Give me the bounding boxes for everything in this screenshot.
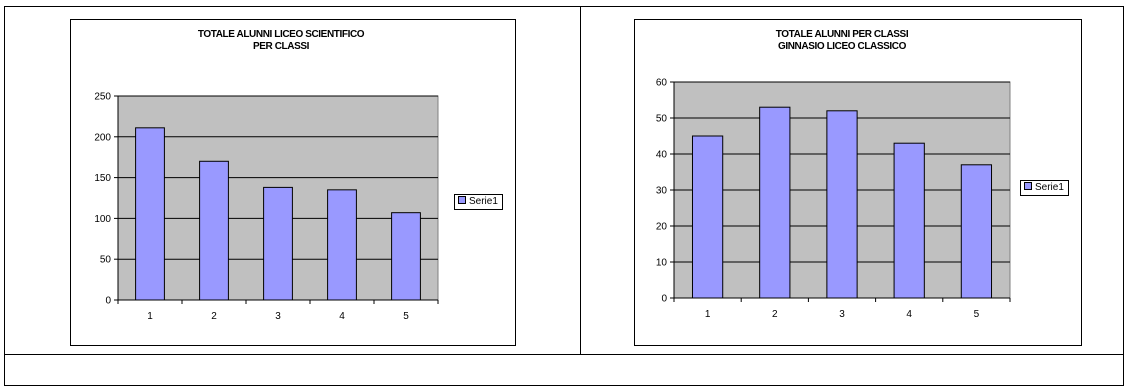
chart-title: TOTALE ALUNNI PER CLASSI GINNASIO LICEO …: [635, 29, 1049, 53]
chart-title-line-1: TOTALE ALUNNI PER CLASSI: [775, 29, 909, 40]
bar: [135, 127, 165, 301]
chart-title-line-1: TOTALE ALUNNI LICEO SCIENTIFICO: [197, 29, 365, 40]
chart-liceo-scientifico: 0 50 100 150 200 250 1 2 3 4 5 TOTALE ALUNNI LICEO…: [70, 19, 516, 346]
y-tick-label: 0: [105, 296, 111, 307]
y-tick-label: 50: [100, 255, 112, 266]
y-tick-label: 0: [661, 294, 667, 305]
x-tick-label: 5: [974, 309, 980, 320]
bar: [893, 142, 925, 299]
chart-legend: Serie1: [1020, 180, 1069, 196]
bar: [327, 189, 357, 301]
y-tick-label: 60: [656, 78, 668, 89]
y-tick-label: 150: [94, 173, 111, 184]
x-tick-label: 3: [275, 311, 281, 322]
bar: [691, 135, 724, 299]
chart-liceo-classico: 0 10 20 30 40 50 60 1 2 3 4 5 TOTALE ALUNNI PER CLA…: [634, 19, 1082, 346]
legend-label: Serie1: [469, 196, 498, 207]
bar: [199, 160, 229, 301]
bar: [759, 106, 791, 299]
x-tick-label: 2: [211, 311, 217, 322]
bar: [960, 164, 993, 299]
chart-title: TOTALE ALUNNI LICEO SCIENTIFICO PER CLAS…: [71, 29, 491, 53]
x-tick-label: 1: [705, 309, 711, 320]
chart-title-line-2: PER CLASSI: [252, 41, 309, 52]
y-tick-label: 40: [656, 150, 668, 161]
y-tick-label: 250: [94, 92, 111, 103]
legend-swatch: [1024, 182, 1032, 190]
x-tick-label: 4: [339, 311, 345, 322]
legend-label: Serie1: [1035, 182, 1064, 193]
bar: [263, 186, 293, 301]
chart-title-line-2: GINNASIO LICEO CLASSICO: [777, 41, 907, 52]
chart-legend: Serie1: [454, 194, 503, 210]
legend-swatch: [458, 196, 466, 204]
table-border-top: [4, 6, 1124, 7]
chart-svg-liceo-classico: 0 10 20 30 40 50 60 1 2 3 4 5: [656, 78, 1011, 320]
y-tick-label: 50: [656, 114, 668, 125]
x-tick-label: 2: [772, 309, 778, 320]
y-tick-label: 10: [656, 258, 668, 269]
table-border-left: [4, 6, 5, 386]
y-tick-label: 100: [94, 214, 111, 225]
x-tick-label: 5: [403, 311, 409, 322]
chart-svg-liceo-scientifico: 0 50 100 150 200 250 1 2 3 4 5: [94, 92, 439, 322]
y-tick-label: 30: [656, 186, 668, 197]
table-border-middle: [4, 354, 1124, 355]
x-tick-label: 3: [839, 309, 845, 320]
y-tick-label: 200: [94, 132, 111, 143]
table-border-bottom: [4, 385, 1124, 386]
x-tick-label: 1: [147, 311, 153, 322]
bar: [391, 212, 421, 301]
table-border-right: [1123, 6, 1124, 386]
bar: [826, 110, 858, 299]
y-tick-label: 20: [656, 222, 668, 233]
x-tick-label: 4: [906, 309, 912, 320]
table-border-divider: [580, 6, 581, 355]
